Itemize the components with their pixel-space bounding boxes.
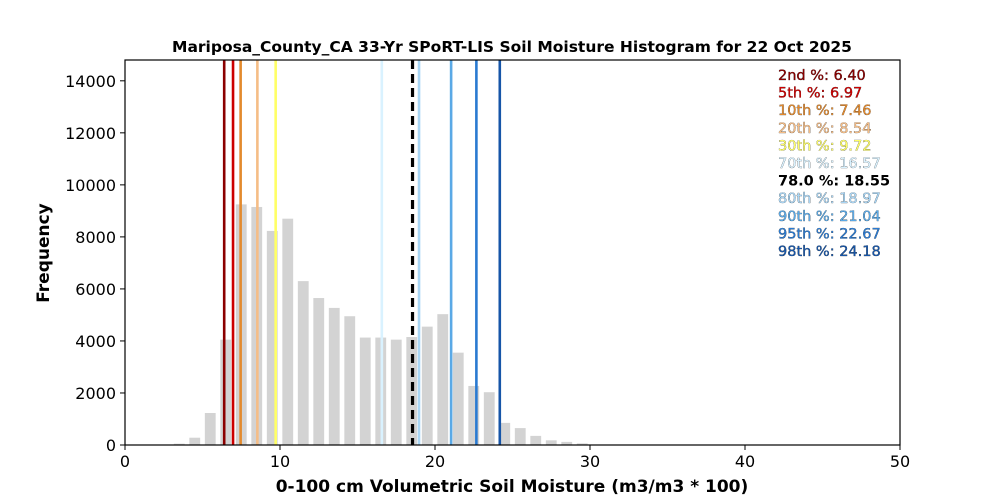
histogram-bar bbox=[173, 443, 185, 445]
y-axis-label: Frequency bbox=[34, 203, 54, 303]
histogram-bar bbox=[514, 428, 526, 445]
histogram-bar bbox=[406, 337, 418, 445]
histogram-bar bbox=[189, 437, 201, 445]
plot-frame bbox=[124, 59, 901, 446]
histogram-bar bbox=[561, 441, 573, 445]
legend-entry: 5th %: 6.97 bbox=[778, 86, 862, 102]
legend-entry: 20th %: 8.54 bbox=[778, 121, 872, 137]
histogram-bar bbox=[282, 218, 294, 445]
percentile-lines-layer bbox=[222, 60, 502, 445]
y-tick-label: 8000 bbox=[75, 228, 116, 247]
y-tick-label: 14000 bbox=[65, 72, 116, 91]
histogram-bar bbox=[204, 413, 216, 445]
legend-entry: 95th %: 22.67 bbox=[778, 226, 881, 242]
legend-entry: 2nd %: 6.40 bbox=[778, 68, 866, 84]
histogram-bar bbox=[328, 307, 340, 445]
x-tick-label: 0 bbox=[120, 452, 130, 471]
y-tick-label: 0 bbox=[106, 436, 116, 455]
histogram-bar bbox=[576, 443, 588, 445]
axes-layer: 0 10 20 30 40 50 0 2000 4000 6000 8000 10000 12000 14… bbox=[65, 59, 910, 471]
histogram-bar bbox=[359, 337, 371, 445]
histogram-bar bbox=[468, 385, 480, 445]
histogram-bar bbox=[313, 298, 325, 445]
histogram-bar bbox=[266, 230, 278, 445]
y-tick-label: 4000 bbox=[75, 332, 116, 351]
histogram-bar bbox=[483, 392, 495, 445]
legend-entry: 98th %: 24.18 bbox=[778, 244, 881, 260]
x-tick-label: 10 bbox=[270, 452, 290, 471]
histogram-bar bbox=[421, 326, 433, 445]
histogram-bar bbox=[220, 339, 232, 445]
histogram-bar bbox=[530, 435, 542, 445]
legend-entry: 80th %: 18.97 bbox=[778, 191, 881, 207]
x-tick-label: 50 bbox=[890, 452, 910, 471]
histogram-bar bbox=[437, 314, 449, 445]
y-tick-label: 2000 bbox=[75, 384, 116, 403]
histogram-bar bbox=[344, 316, 356, 445]
x-axis-label: 0-100 cm Volumetric Soil Moisture (m3/m3… bbox=[276, 477, 749, 497]
x-tick-label: 20 bbox=[425, 452, 445, 471]
y-tick-label: 6000 bbox=[75, 280, 116, 299]
chart-title: Mariposa_County_CA 33-Yr SPoRT-LIS Soil … bbox=[172, 38, 852, 56]
legend-entry: 90th %: 21.04 bbox=[778, 209, 881, 225]
legend-entry: 10th %: 7.46 bbox=[778, 103, 872, 119]
y-tick-label: 12000 bbox=[65, 124, 116, 143]
y-tick-label: 10000 bbox=[65, 176, 116, 195]
histogram-bar bbox=[297, 281, 309, 445]
histogram-bar bbox=[545, 440, 557, 445]
histogram-bar bbox=[390, 339, 402, 445]
histogram-bar bbox=[452, 352, 464, 445]
x-tick-label: 40 bbox=[735, 452, 755, 471]
x-tick-label: 30 bbox=[580, 452, 600, 471]
legend-entry: 78.0 %: 18.55 bbox=[778, 174, 890, 190]
histogram-bar bbox=[499, 422, 511, 445]
legend-entry: 30th %: 9.72 bbox=[778, 138, 872, 154]
legend-entry: 70th %: 16.57 bbox=[778, 156, 881, 172]
